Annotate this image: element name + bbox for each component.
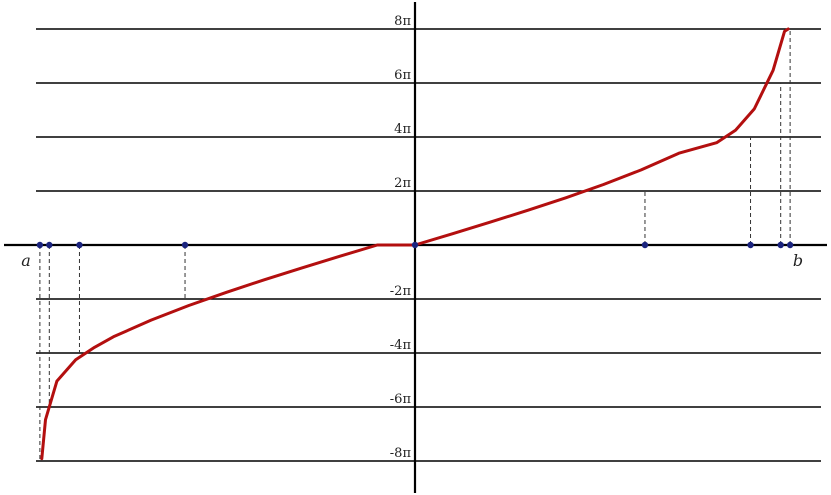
endpoint-label-a: a bbox=[21, 251, 31, 270]
labels: 8π 6π 4π 2π -2π -4π -6π -8π a b bbox=[21, 14, 803, 461]
marked-point bbox=[786, 241, 794, 249]
marked-point bbox=[747, 241, 754, 249]
marked-point bbox=[777, 241, 784, 249]
marked-point bbox=[76, 241, 83, 249]
projection-lines bbox=[39, 29, 791, 461]
y-tick-label: -8π bbox=[390, 446, 412, 461]
marked-point bbox=[46, 241, 53, 249]
marked-point bbox=[411, 241, 419, 249]
y-tick-label: -6π bbox=[390, 392, 412, 407]
marked-point bbox=[36, 241, 44, 249]
endpoint-label-b: b bbox=[793, 251, 803, 270]
y-tick-label: 4π bbox=[394, 122, 411, 137]
y-tick-label: 6π bbox=[394, 68, 411, 83]
y-tick-label: -2π bbox=[390, 284, 412, 299]
y-tick-label: 2π bbox=[394, 176, 411, 191]
grid-lines bbox=[36, 28, 821, 462]
marked-point bbox=[641, 241, 649, 249]
y-tick-label: 8π bbox=[394, 14, 411, 29]
marked-point bbox=[181, 241, 189, 249]
marked-points bbox=[36, 241, 794, 249]
y-tick-label: -4π bbox=[390, 338, 412, 353]
